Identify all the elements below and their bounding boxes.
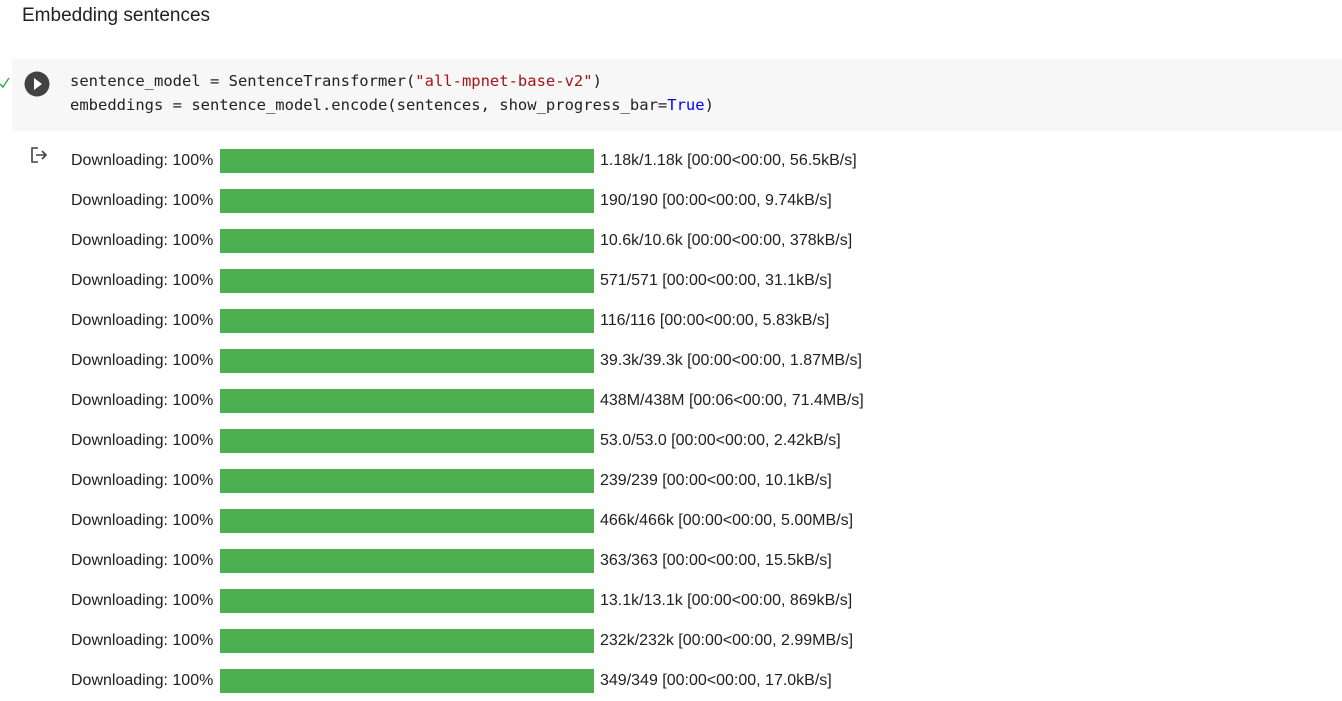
code-token: ) — [704, 96, 714, 114]
run-button[interactable] — [24, 71, 50, 97]
percent-text: 100% — [172, 632, 214, 649]
progress-stats: 363/363 [00:00<00:00, 15.5kB/s] — [600, 552, 832, 569]
code-line: sentence_model = SentenceTransformer("al… — [70, 72, 602, 90]
progress-stats: 53.0/53.0 [00:00<00:00, 2.42kB/s] — [600, 432, 841, 449]
percent-text: 100% — [172, 232, 214, 249]
code-line: embeddings = sentence_model.encode(sente… — [70, 96, 714, 114]
percent-text: 100% — [172, 472, 214, 489]
code-keyword: True — [667, 96, 705, 114]
progress-bar — [220, 309, 594, 333]
progress-label: Downloading: 100% — [71, 389, 213, 413]
progress-bar — [220, 669, 594, 693]
label-text: Downloading: — [71, 592, 168, 609]
progress-stats: 232k/232k [00:00<00:00, 2.99MB/s] — [600, 632, 854, 649]
percent-text: 100% — [172, 672, 214, 689]
progress-stats: 466k/466k [00:00<00:00, 5.00MB/s] — [600, 512, 854, 529]
progress-label: Downloading: 100% — [71, 429, 213, 453]
output-icon[interactable] — [29, 146, 51, 166]
label-text: Downloading: — [71, 272, 168, 289]
percent-text: 100% — [172, 392, 214, 409]
progress-stats: 39.3k/39.3k [00:00<00:00, 1.87MB/s] — [600, 352, 862, 369]
label-text: Downloading: — [71, 472, 168, 489]
code-token: embeddings = sentence_model.encode(sente… — [70, 96, 668, 114]
progress-bar — [220, 349, 594, 373]
progress-stats: 438M/438M [00:06<00:00, 71.4MB/s] — [600, 392, 864, 409]
label-text: Downloading: — [71, 312, 168, 329]
progress-label: Downloading: 100% — [71, 189, 213, 213]
percent-text: 100% — [172, 432, 214, 449]
progress-stats: 10.6k/10.6k [00:00<00:00, 378kB/s] — [600, 232, 853, 249]
progress-label: Downloading: 100% — [71, 509, 213, 533]
progress-bar — [220, 389, 594, 413]
progress-stats: 239/239 [00:00<00:00, 10.1kB/s] — [600, 472, 832, 489]
progress-stats: 116/116 [00:00<00:00, 5.83kB/s] — [600, 312, 830, 329]
label-text: Downloading: — [71, 152, 168, 169]
progress-bar — [220, 149, 594, 173]
label-text: Downloading: — [71, 632, 168, 649]
progress-label: Downloading: 100% — [71, 469, 213, 493]
label-text: Downloading: — [71, 552, 168, 569]
code-token: ) — [592, 72, 602, 90]
progress-stats: 571/571 [00:00<00:00, 31.1kB/s] — [600, 272, 832, 289]
progress-label: Downloading: 100% — [71, 669, 213, 693]
percent-text: 100% — [172, 312, 214, 329]
progress-bar — [220, 629, 594, 653]
progress-bar — [220, 549, 594, 573]
code-token: sentence_model = SentenceTransformer( — [70, 72, 416, 90]
progress-bar — [220, 589, 594, 613]
progress-stats: 13.1k/13.1k [00:00<00:00, 869kB/s] — [600, 592, 853, 609]
progress-stats: 1.18k/1.18k [00:00<00:00, 56.5kB/s] — [600, 152, 857, 169]
label-text: Downloading: — [71, 392, 168, 409]
percent-text: 100% — [172, 592, 214, 609]
progress-bar — [220, 509, 594, 533]
progress-label: Downloading: 100% — [71, 229, 213, 253]
percent-text: 100% — [172, 192, 214, 209]
label-text: Downloading: — [71, 192, 168, 209]
label-text: Downloading: — [71, 432, 168, 449]
code-string: "all-mpnet-base-v2" — [415, 72, 593, 90]
percent-text: 100% — [172, 272, 214, 289]
run-status — [0, 77, 10, 89]
progress-bar — [220, 429, 594, 453]
progress-bar — [220, 229, 594, 253]
percent-text: 100% — [172, 152, 214, 169]
progress-label: Downloading: 100% — [71, 349, 213, 373]
progress-label: Downloading: 100% — [71, 309, 213, 333]
percent-text: 100% — [172, 552, 214, 569]
progress-label: Downloading: 100% — [71, 549, 213, 573]
label-text: Downloading: — [71, 512, 168, 529]
progress-label: Downloading: 100% — [71, 589, 213, 613]
progress-bar — [220, 269, 594, 293]
progress-label: Downloading: 100% — [71, 149, 213, 173]
progress-bar — [220, 469, 594, 493]
label-text: Downloading: — [71, 232, 168, 249]
progress-label: Downloading: 100% — [71, 269, 213, 293]
progress-stats: 349/349 [00:00<00:00, 17.0kB/s] — [600, 672, 832, 689]
section-heading: Embedding sentences — [22, 5, 211, 26]
progress-bar — [220, 189, 594, 213]
percent-text: 100% — [172, 352, 214, 369]
label-text: Downloading: — [71, 352, 168, 369]
progress-stats: 190/190 [00:00<00:00, 9.74kB/s] — [600, 192, 832, 209]
label-text: Downloading: — [71, 672, 168, 689]
code-cell — [12, 59, 1342, 131]
progress-label: Downloading: 100% — [71, 629, 213, 653]
percent-text: 100% — [172, 512, 214, 529]
